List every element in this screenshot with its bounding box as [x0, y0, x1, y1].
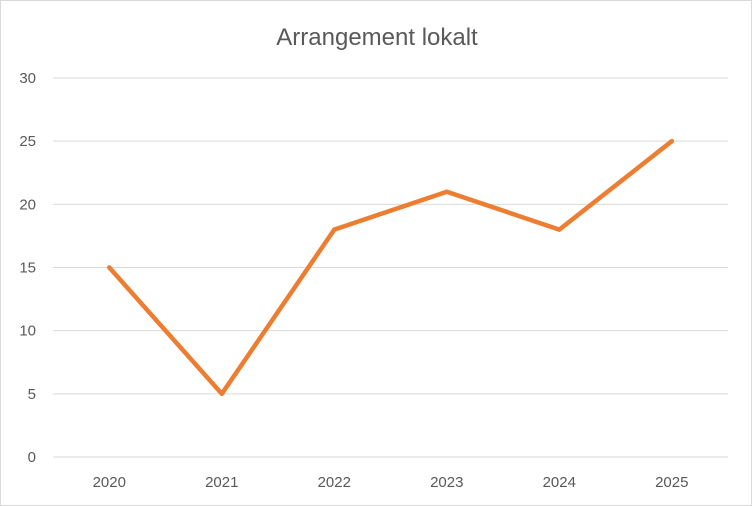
- x-tick-label: 2021: [205, 474, 238, 491]
- chart-title: Arrangement lokalt: [276, 24, 478, 51]
- series-line: [107, 138, 675, 397]
- x-tick-label: 2025: [655, 474, 688, 491]
- gridlines: [53, 77, 728, 458]
- data-point: [219, 391, 224, 397]
- y-tick-label: 20: [19, 196, 36, 213]
- x-tick-label: 2024: [543, 474, 576, 491]
- y-tick-label: 0: [28, 449, 36, 466]
- x-tick-label: 2023: [430, 474, 463, 491]
- y-axis-ticks: 0 5 10 15 20 25 30: [19, 70, 36, 466]
- data-point: [557, 227, 562, 232]
- data-point: [444, 189, 449, 194]
- x-tick-label: 2020: [93, 474, 126, 491]
- x-axis-ticks: 2020 2021 2022 2023 2024 2025: [93, 474, 689, 491]
- data-point: [107, 265, 112, 270]
- y-tick-label: 10: [19, 323, 36, 340]
- y-tick-label: 30: [19, 70, 36, 87]
- data-point: [332, 227, 337, 232]
- data-point: [669, 138, 674, 144]
- series-layer: [107, 138, 675, 397]
- y-tick-label: 15: [19, 260, 36, 277]
- y-tick-label: 5: [28, 386, 36, 403]
- x-tick-label: 2022: [318, 474, 351, 491]
- y-tick-label: 25: [19, 133, 36, 150]
